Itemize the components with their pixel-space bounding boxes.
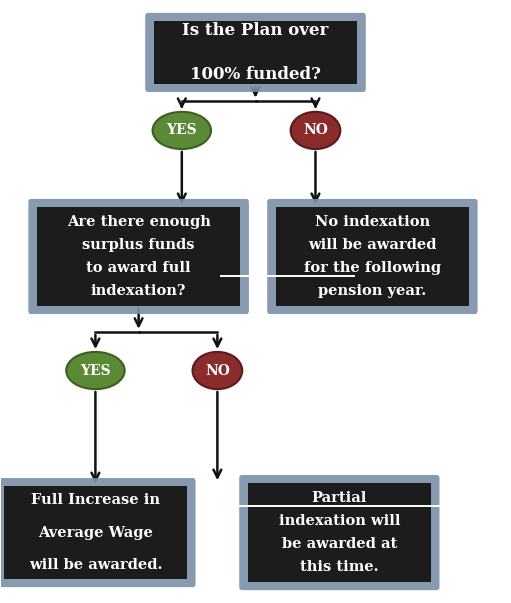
FancyBboxPatch shape [276,207,469,306]
Text: for the following: for the following [304,261,441,275]
Text: will be awarded.: will be awarded. [29,558,162,572]
Ellipse shape [66,352,125,389]
Text: indexation?: indexation? [91,284,187,298]
Text: surplus funds: surplus funds [82,238,195,252]
Text: Is the Plan over: Is the Plan over [182,22,329,39]
FancyBboxPatch shape [4,486,187,579]
Text: YES: YES [167,124,197,137]
Text: 100% funded?: 100% funded? [190,66,321,83]
Text: will be awarded: will be awarded [308,238,436,252]
FancyBboxPatch shape [145,13,366,92]
Text: to award full: to award full [86,261,191,275]
Text: YES: YES [80,364,111,377]
Text: be awarded at: be awarded at [282,537,397,551]
FancyBboxPatch shape [239,475,439,590]
Ellipse shape [153,112,211,149]
FancyBboxPatch shape [154,21,357,84]
FancyBboxPatch shape [28,199,249,314]
Text: pension year.: pension year. [318,284,427,298]
Text: NO: NO [205,364,230,377]
Text: Average Wage: Average Wage [38,526,153,540]
Text: indexation will: indexation will [278,514,400,528]
Text: No indexation: No indexation [315,215,430,229]
Text: Partial: Partial [312,491,367,505]
FancyBboxPatch shape [37,207,240,306]
FancyBboxPatch shape [248,483,431,582]
FancyBboxPatch shape [267,199,478,314]
Ellipse shape [193,352,242,389]
Text: Full Increase in: Full Increase in [31,493,160,507]
FancyBboxPatch shape [0,478,196,587]
Text: Are there enough: Are there enough [66,215,211,229]
Text: this time.: this time. [300,560,379,574]
Text: NO: NO [303,124,328,137]
Ellipse shape [291,112,340,149]
